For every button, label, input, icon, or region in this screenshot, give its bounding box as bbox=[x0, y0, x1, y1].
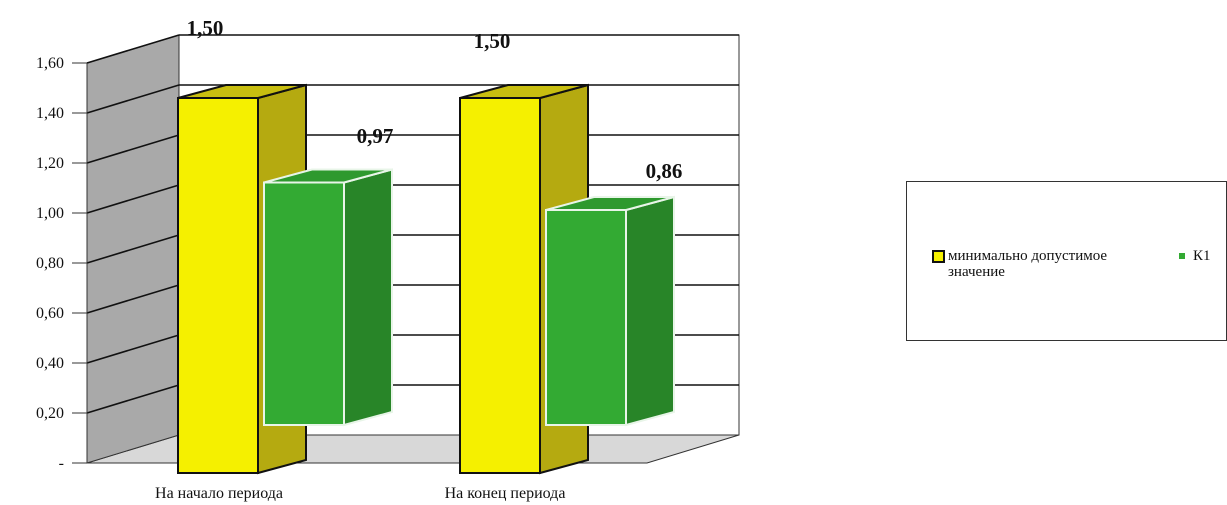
bar bbox=[545, 209, 627, 426]
gridline-side bbox=[86, 34, 180, 64]
data-label: 1,50 bbox=[187, 16, 224, 40]
y-tick-label: 1,40 bbox=[36, 105, 64, 122]
legend: минимально допустимое значение К1 bbox=[906, 181, 1227, 341]
bar-top bbox=[459, 84, 589, 99]
gridline-side bbox=[86, 234, 180, 264]
legend-label-k1: К1 bbox=[1193, 248, 1211, 264]
legend-swatch-min bbox=[932, 250, 945, 263]
bar-top bbox=[545, 196, 675, 211]
x-category-label: На начало периода bbox=[155, 485, 283, 502]
bar bbox=[459, 97, 541, 474]
y-tick-label: - bbox=[59, 455, 64, 472]
data-label: 0,86 bbox=[646, 159, 683, 183]
gridline-side bbox=[86, 134, 180, 164]
bar-side bbox=[625, 195, 675, 427]
y-tick-label: 1,20 bbox=[36, 155, 64, 172]
gridline-side bbox=[86, 384, 180, 414]
gridline-side bbox=[86, 284, 180, 314]
gridline-side bbox=[86, 84, 180, 114]
legend-swatch-k1 bbox=[1179, 253, 1185, 259]
y-tick-label: 0,60 bbox=[36, 305, 64, 322]
data-label: 0,97 bbox=[357, 124, 394, 148]
bar bbox=[177, 97, 259, 474]
legend-item-min: минимально допустимое значение bbox=[932, 248, 1167, 280]
bar bbox=[263, 181, 345, 426]
data-label: 1,50 bbox=[474, 29, 511, 53]
y-tick-label: 1,00 bbox=[36, 205, 64, 222]
gridline-side bbox=[86, 334, 180, 364]
gridline-side bbox=[86, 184, 180, 214]
y-tick-label: 0,20 bbox=[36, 405, 64, 422]
bar-top bbox=[263, 168, 393, 184]
legend-label-min: минимально допустимое значение bbox=[948, 248, 1108, 280]
legend-item-k1: К1 bbox=[1179, 248, 1211, 264]
y-tick-label: 1,60 bbox=[36, 55, 64, 72]
bar-top bbox=[177, 84, 307, 99]
y-tick-label: 0,80 bbox=[36, 255, 64, 272]
bar-side bbox=[343, 168, 393, 427]
y-tick-label: 0,40 bbox=[36, 355, 64, 372]
x-category-label: На конец периода bbox=[445, 485, 566, 502]
